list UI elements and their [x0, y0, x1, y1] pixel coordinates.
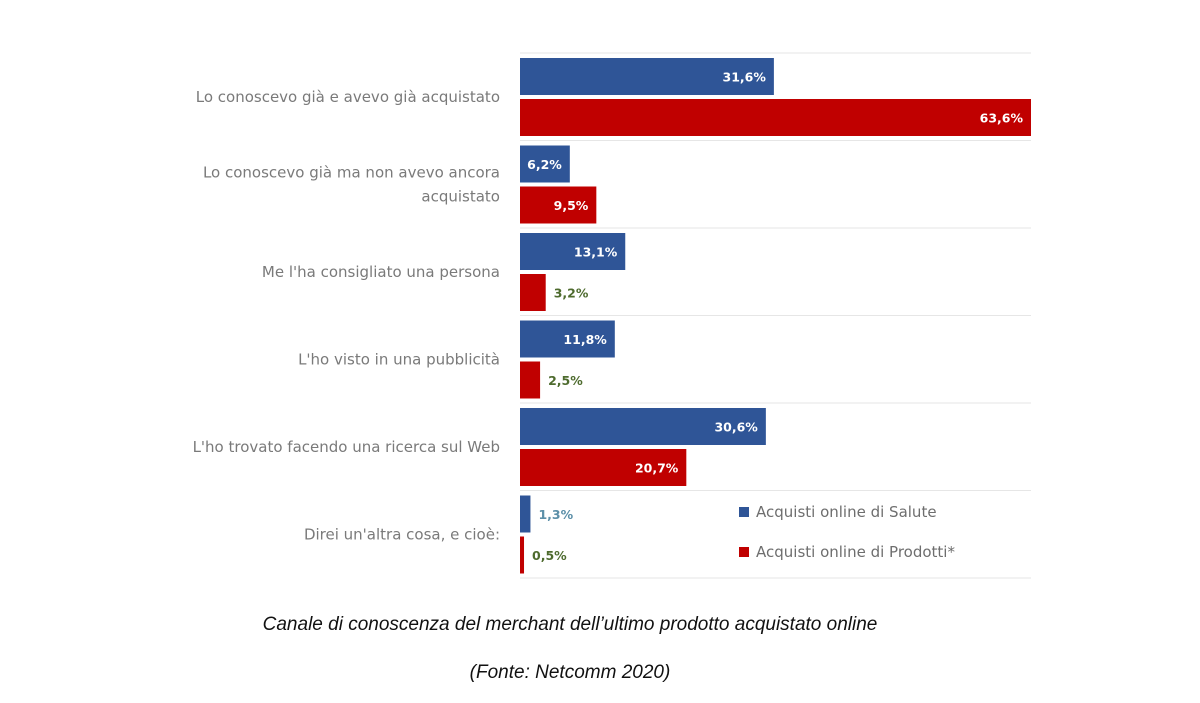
bar-prodotti — [520, 536, 525, 574]
chart-caption-source: (Fonte: Netcomm 2020) — [469, 662, 671, 683]
chart-caption-title: Canale di conoscenza del merchant dell’u… — [262, 614, 878, 635]
data-label: 20,7% — [635, 461, 679, 476]
bar-prodotti — [520, 449, 687, 486]
legend-swatch — [739, 507, 749, 517]
category-label: L'ho visto in una pubblicità — [298, 350, 500, 368]
bar-salute — [520, 320, 615, 358]
data-label: 6,2% — [527, 157, 562, 172]
data-label: 63,6% — [980, 111, 1024, 126]
category-label: L'ho trovato facendo una ricerca sul Web — [193, 438, 500, 456]
data-label: 9,5% — [554, 198, 589, 213]
bar-prodotti — [520, 361, 541, 399]
category-label: Direi un'altra cosa, e cioè: — [304, 525, 500, 543]
data-label: 3,2% — [554, 286, 589, 301]
data-label: 13,1% — [574, 245, 618, 260]
data-label: 11,8% — [563, 332, 607, 347]
bar-prodotti — [520, 274, 546, 311]
category-label: Lo conoscevo già e avevo già acquistato — [196, 88, 500, 106]
data-label: 30,6% — [714, 420, 758, 435]
data-label: 2,5% — [548, 373, 583, 388]
category-label: Lo conoscevo già ma non avevo ancora — [203, 163, 500, 181]
category-label: acquistato — [421, 187, 500, 205]
bar-prodotti — [520, 99, 1031, 136]
legend-label: Acquisti online di Prodotti* — [756, 543, 955, 561]
legend-label: Acquisti online di Salute — [756, 503, 937, 521]
bar-prodotti — [520, 186, 597, 224]
legend-swatch — [739, 547, 749, 557]
data-label: 1,3% — [538, 507, 573, 522]
data-label: 31,6% — [723, 70, 767, 85]
bar-salute — [520, 495, 531, 533]
data-label: 0,5% — [532, 548, 567, 563]
bar-chart: Lo conoscevo già e avevo già acquistato 3… — [193, 52, 1031, 579]
bar-salute — [520, 145, 570, 183]
bar-salute — [520, 58, 774, 95]
bar-salute — [520, 408, 766, 445]
bar-salute — [520, 233, 626, 270]
category-label: Me l'ha consigliato una persona — [262, 263, 500, 281]
